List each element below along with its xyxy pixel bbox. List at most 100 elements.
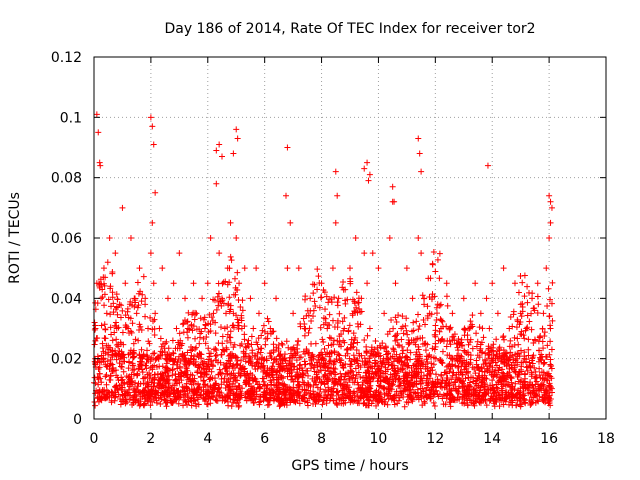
scatter-point — [301, 332, 308, 339]
scatter-point — [242, 343, 249, 350]
scatter-point — [294, 342, 301, 349]
scatter-point — [201, 314, 208, 321]
scatter-point — [426, 294, 433, 301]
scatter-point — [449, 372, 456, 379]
scatter-point — [273, 344, 280, 351]
scatter-point — [421, 301, 428, 308]
scatter-point — [119, 329, 126, 336]
scatter-point — [290, 310, 297, 317]
scatter-point — [96, 370, 103, 377]
scatter-point — [230, 150, 237, 157]
scatter-point — [494, 310, 501, 317]
scatter-point — [443, 363, 450, 370]
scatter-point — [280, 365, 287, 372]
scatter-point — [418, 389, 425, 396]
scatter-point — [235, 403, 242, 410]
scatter-point — [390, 358, 397, 365]
scatter-point — [140, 402, 147, 409]
scatter-point — [212, 330, 219, 337]
scatter-point — [117, 314, 124, 321]
scatter-point — [390, 325, 397, 332]
scatter-point — [142, 313, 149, 320]
scatter-point — [353, 346, 360, 353]
scatter-point — [331, 294, 338, 301]
scatter-point — [132, 336, 139, 343]
scatter-point — [518, 328, 525, 335]
scatter-point — [348, 344, 355, 351]
scatter-point — [231, 275, 238, 282]
x-tick-label: 10 — [370, 431, 388, 447]
scatter-point — [393, 336, 400, 343]
scatter-point — [123, 323, 130, 330]
scatter-point — [108, 331, 115, 338]
scatter-point — [364, 332, 371, 339]
scatter-point — [234, 377, 241, 384]
scatter-point — [351, 308, 358, 315]
scatter-point — [407, 349, 414, 356]
scatter-point — [130, 400, 137, 407]
scatter-point — [400, 330, 407, 337]
scatter-point — [302, 293, 309, 300]
scatter-point — [543, 265, 550, 272]
scatter-point — [147, 114, 154, 121]
scatter-point — [227, 219, 234, 226]
scatter-point — [336, 333, 343, 340]
scatter-point — [360, 400, 367, 407]
scatter-point — [279, 341, 286, 348]
scatter-point — [111, 329, 118, 336]
scatter-point — [405, 399, 412, 406]
scatter-point — [275, 347, 282, 354]
scatter-point — [314, 375, 321, 382]
scatter-point — [382, 398, 389, 405]
scatter-point — [270, 347, 277, 354]
scatter-point — [294, 391, 301, 398]
scatter-point — [514, 316, 521, 323]
scatter-point — [136, 321, 143, 328]
scatter-point — [241, 323, 248, 330]
scatter-point — [410, 337, 417, 344]
scatter-point — [112, 250, 119, 257]
scatter-point — [539, 325, 546, 332]
scatter-point — [517, 331, 524, 338]
scatter-point — [294, 338, 301, 345]
scatter-point — [267, 325, 274, 332]
scatter-point — [381, 310, 388, 317]
scatter-point — [528, 398, 535, 405]
scatter-point — [91, 341, 98, 348]
scatter-point — [316, 280, 323, 287]
scatter-point — [92, 299, 99, 306]
scatter-point — [202, 340, 209, 347]
scatter-point — [401, 403, 408, 410]
scatter-point — [486, 325, 493, 332]
scatter-point — [531, 336, 538, 343]
scatter-point — [180, 402, 187, 409]
scatter-point — [399, 323, 406, 330]
scatter-point — [157, 335, 164, 342]
scatter-point — [421, 340, 428, 347]
scatter-point — [295, 265, 302, 272]
scatter-point — [119, 391, 126, 398]
scatter-point — [513, 391, 520, 398]
scatter-point — [342, 286, 349, 293]
scatter-point — [215, 298, 222, 305]
scatter-point — [302, 350, 309, 357]
scatter-point — [103, 310, 110, 317]
scatter-point — [388, 362, 395, 369]
scatter-point — [273, 295, 280, 302]
scatter-point — [341, 314, 348, 321]
scatter-point — [375, 265, 382, 272]
y-tick-label: 0 — [73, 412, 82, 428]
scatter-point — [399, 313, 406, 320]
scatter-point — [373, 402, 380, 409]
scatter-point — [347, 265, 353, 272]
scatter-point — [469, 345, 476, 352]
scatter-point — [216, 141, 223, 148]
scatter-point — [151, 332, 158, 339]
scatter-point — [528, 310, 535, 317]
scatter-point — [542, 392, 549, 399]
scatter-point — [336, 341, 343, 348]
scatter-point — [270, 341, 277, 348]
scatter-point — [521, 293, 528, 300]
scatter-point — [228, 403, 235, 410]
scatter-point — [490, 352, 497, 359]
